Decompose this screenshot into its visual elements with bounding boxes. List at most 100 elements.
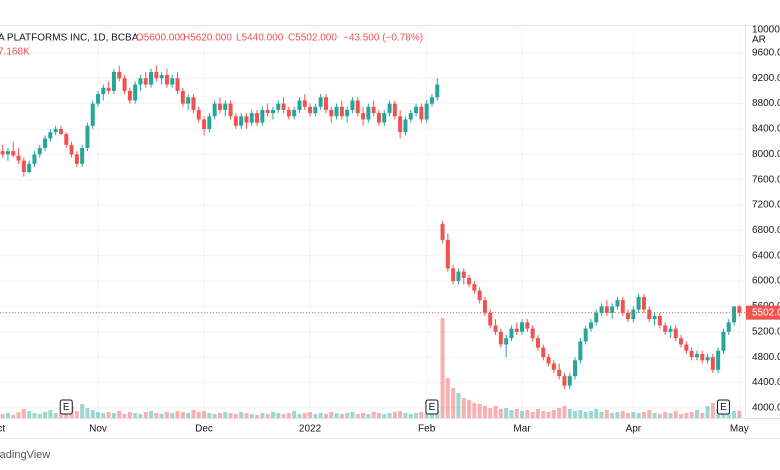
candle-body xyxy=(551,363,556,370)
event-label: E xyxy=(720,402,727,413)
candle-body xyxy=(700,353,705,361)
volume-bar xyxy=(626,413,631,418)
volume-bar xyxy=(429,412,434,418)
candle-body xyxy=(96,94,101,104)
volume-bar xyxy=(610,413,615,418)
candle-body xyxy=(186,97,191,104)
candle-body xyxy=(594,312,599,323)
candle-body xyxy=(43,138,48,148)
volume-bar xyxy=(217,413,222,418)
candle-body xyxy=(620,300,625,313)
volume-bar xyxy=(223,412,228,418)
volume-bar xyxy=(355,414,360,418)
x-tick-label: Nov xyxy=(89,424,107,435)
candle-body xyxy=(345,109,350,117)
volume-bar xyxy=(467,400,472,418)
candle-body xyxy=(255,113,260,123)
candle-body xyxy=(90,103,95,126)
last-price-box xyxy=(746,305,780,320)
volume-bar xyxy=(334,413,339,418)
volume-bar xyxy=(551,410,556,418)
y-tick-label: 4000.000 xyxy=(752,402,780,413)
candle-body xyxy=(207,116,212,129)
volume-bar xyxy=(281,414,286,418)
volume-bar xyxy=(32,413,37,418)
candle-body xyxy=(514,328,519,332)
event-marker xyxy=(716,399,730,415)
volume-bar xyxy=(276,413,281,418)
volume-bar xyxy=(233,414,238,418)
volume-bar xyxy=(445,378,450,418)
event-label: E xyxy=(63,402,70,413)
candle-body xyxy=(355,100,360,114)
candle-body xyxy=(615,300,620,307)
volume-bar xyxy=(260,413,265,418)
volume-bar xyxy=(323,414,328,418)
candle-body xyxy=(80,147,85,164)
volume-bar xyxy=(673,411,678,418)
event-marker xyxy=(425,399,439,415)
candle-body xyxy=(429,97,434,104)
candle-body xyxy=(392,103,397,117)
candle-body xyxy=(16,155,21,161)
volume-bar xyxy=(668,413,673,418)
volume-bar xyxy=(477,404,482,418)
volume-bar xyxy=(710,403,715,418)
volume-bar xyxy=(530,412,535,418)
volume-bar xyxy=(514,409,519,418)
candle-body xyxy=(281,103,286,110)
volume-bar xyxy=(647,410,652,418)
candle-body xyxy=(419,106,424,120)
volume-bar xyxy=(615,412,620,418)
candle-body xyxy=(520,322,525,332)
candle-body xyxy=(239,116,244,126)
candle-body xyxy=(265,109,270,114)
candle-body xyxy=(260,109,265,123)
candle-body xyxy=(610,306,615,313)
volume-bar xyxy=(122,414,127,418)
candle-body xyxy=(535,338,540,348)
candle-body xyxy=(472,284,477,291)
candle-body xyxy=(467,277,472,285)
volume-bar xyxy=(620,411,625,418)
volume-bar xyxy=(361,413,366,418)
volume-bar xyxy=(80,404,85,418)
candle-body xyxy=(689,350,694,358)
candle-body xyxy=(308,106,313,114)
candle-body xyxy=(557,369,562,377)
candle-body xyxy=(414,106,419,114)
candle-body xyxy=(106,87,111,91)
candle-body xyxy=(175,78,180,91)
y-tick-label: 7200.000 xyxy=(752,200,780,211)
volume-bar xyxy=(255,415,260,418)
candle-body xyxy=(48,132,53,139)
candle-body xyxy=(318,97,323,107)
event-label: E xyxy=(429,402,436,413)
volume-bar xyxy=(588,411,593,418)
candle-body xyxy=(11,151,16,156)
candle-body xyxy=(382,113,387,123)
y-tick-label: 7600.000 xyxy=(752,174,780,185)
x-tick-label: Oct xyxy=(0,424,5,435)
candle-body xyxy=(276,103,281,110)
volume-bar xyxy=(21,409,26,418)
y-tick-label: 6800.000 xyxy=(752,225,780,236)
volume-bar xyxy=(239,412,244,418)
volume-bar xyxy=(43,412,48,418)
volume-bar xyxy=(48,410,53,418)
volume-bar xyxy=(679,414,684,418)
candle-body xyxy=(599,306,604,313)
candle-body xyxy=(37,147,42,155)
candle-body xyxy=(180,90,185,104)
candle-body xyxy=(398,116,403,133)
y-tick-label: 8800.000 xyxy=(752,98,780,109)
candle-body xyxy=(440,224,445,240)
volume-bar xyxy=(663,412,668,418)
volume-bar xyxy=(546,412,551,418)
candle-body xyxy=(154,71,159,79)
candle-body xyxy=(456,271,461,282)
candle-body xyxy=(74,154,79,164)
candle-body xyxy=(196,109,201,120)
candle-body xyxy=(482,300,487,313)
